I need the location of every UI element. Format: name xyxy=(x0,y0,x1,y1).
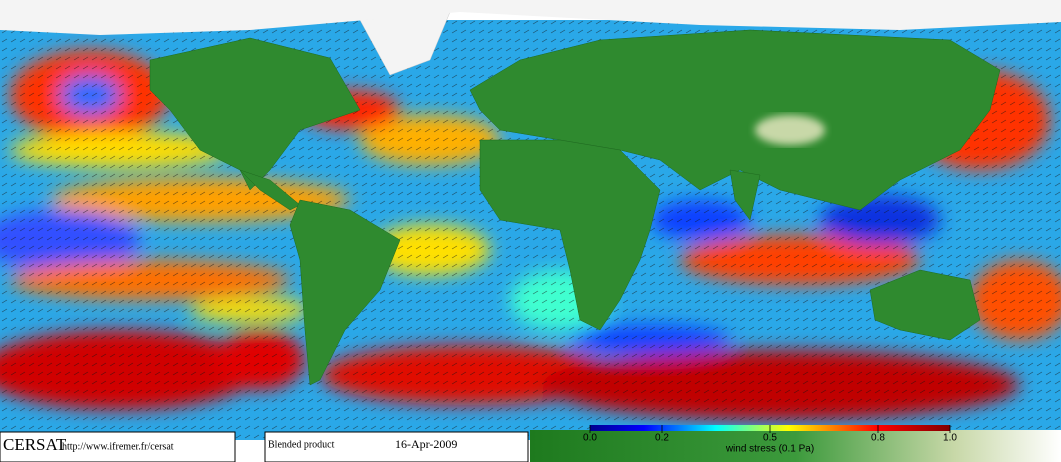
central-america xyxy=(239,169,301,211)
logo: CERSAT xyxy=(3,435,67,454)
arctic-ice xyxy=(0,0,1061,35)
colorbar-tick-label: 1.0 xyxy=(943,433,957,444)
india xyxy=(729,169,761,221)
continents xyxy=(0,0,1061,386)
colorbar: wind stress (0.1 Pa) 0.0 0.2 0.5 0.8 1.0 xyxy=(583,425,957,455)
australia xyxy=(869,269,981,341)
colorbar-tick-label: 0.0 xyxy=(583,433,597,444)
antarctica xyxy=(530,430,1061,462)
tibet-plateau xyxy=(755,115,825,145)
colorbar-label: wind stress (0.1 Pa) xyxy=(725,444,814,455)
date: 16-Apr-2009 xyxy=(395,437,457,451)
africa xyxy=(479,139,661,331)
url: http://www.ifremer.fr/cersat xyxy=(62,441,174,452)
credit-box xyxy=(0,431,236,462)
colorbar-tick-label: 0.5 xyxy=(763,433,777,444)
footer: CERSAT http://www.ifremer.fr/cersat Blen… xyxy=(0,431,529,462)
product-box xyxy=(264,431,529,462)
colorbar-tick-label: 0.8 xyxy=(871,433,885,444)
south-america xyxy=(289,199,401,386)
colorbar-tick-label: 0.2 xyxy=(655,433,669,444)
product: Blended product xyxy=(268,439,335,450)
